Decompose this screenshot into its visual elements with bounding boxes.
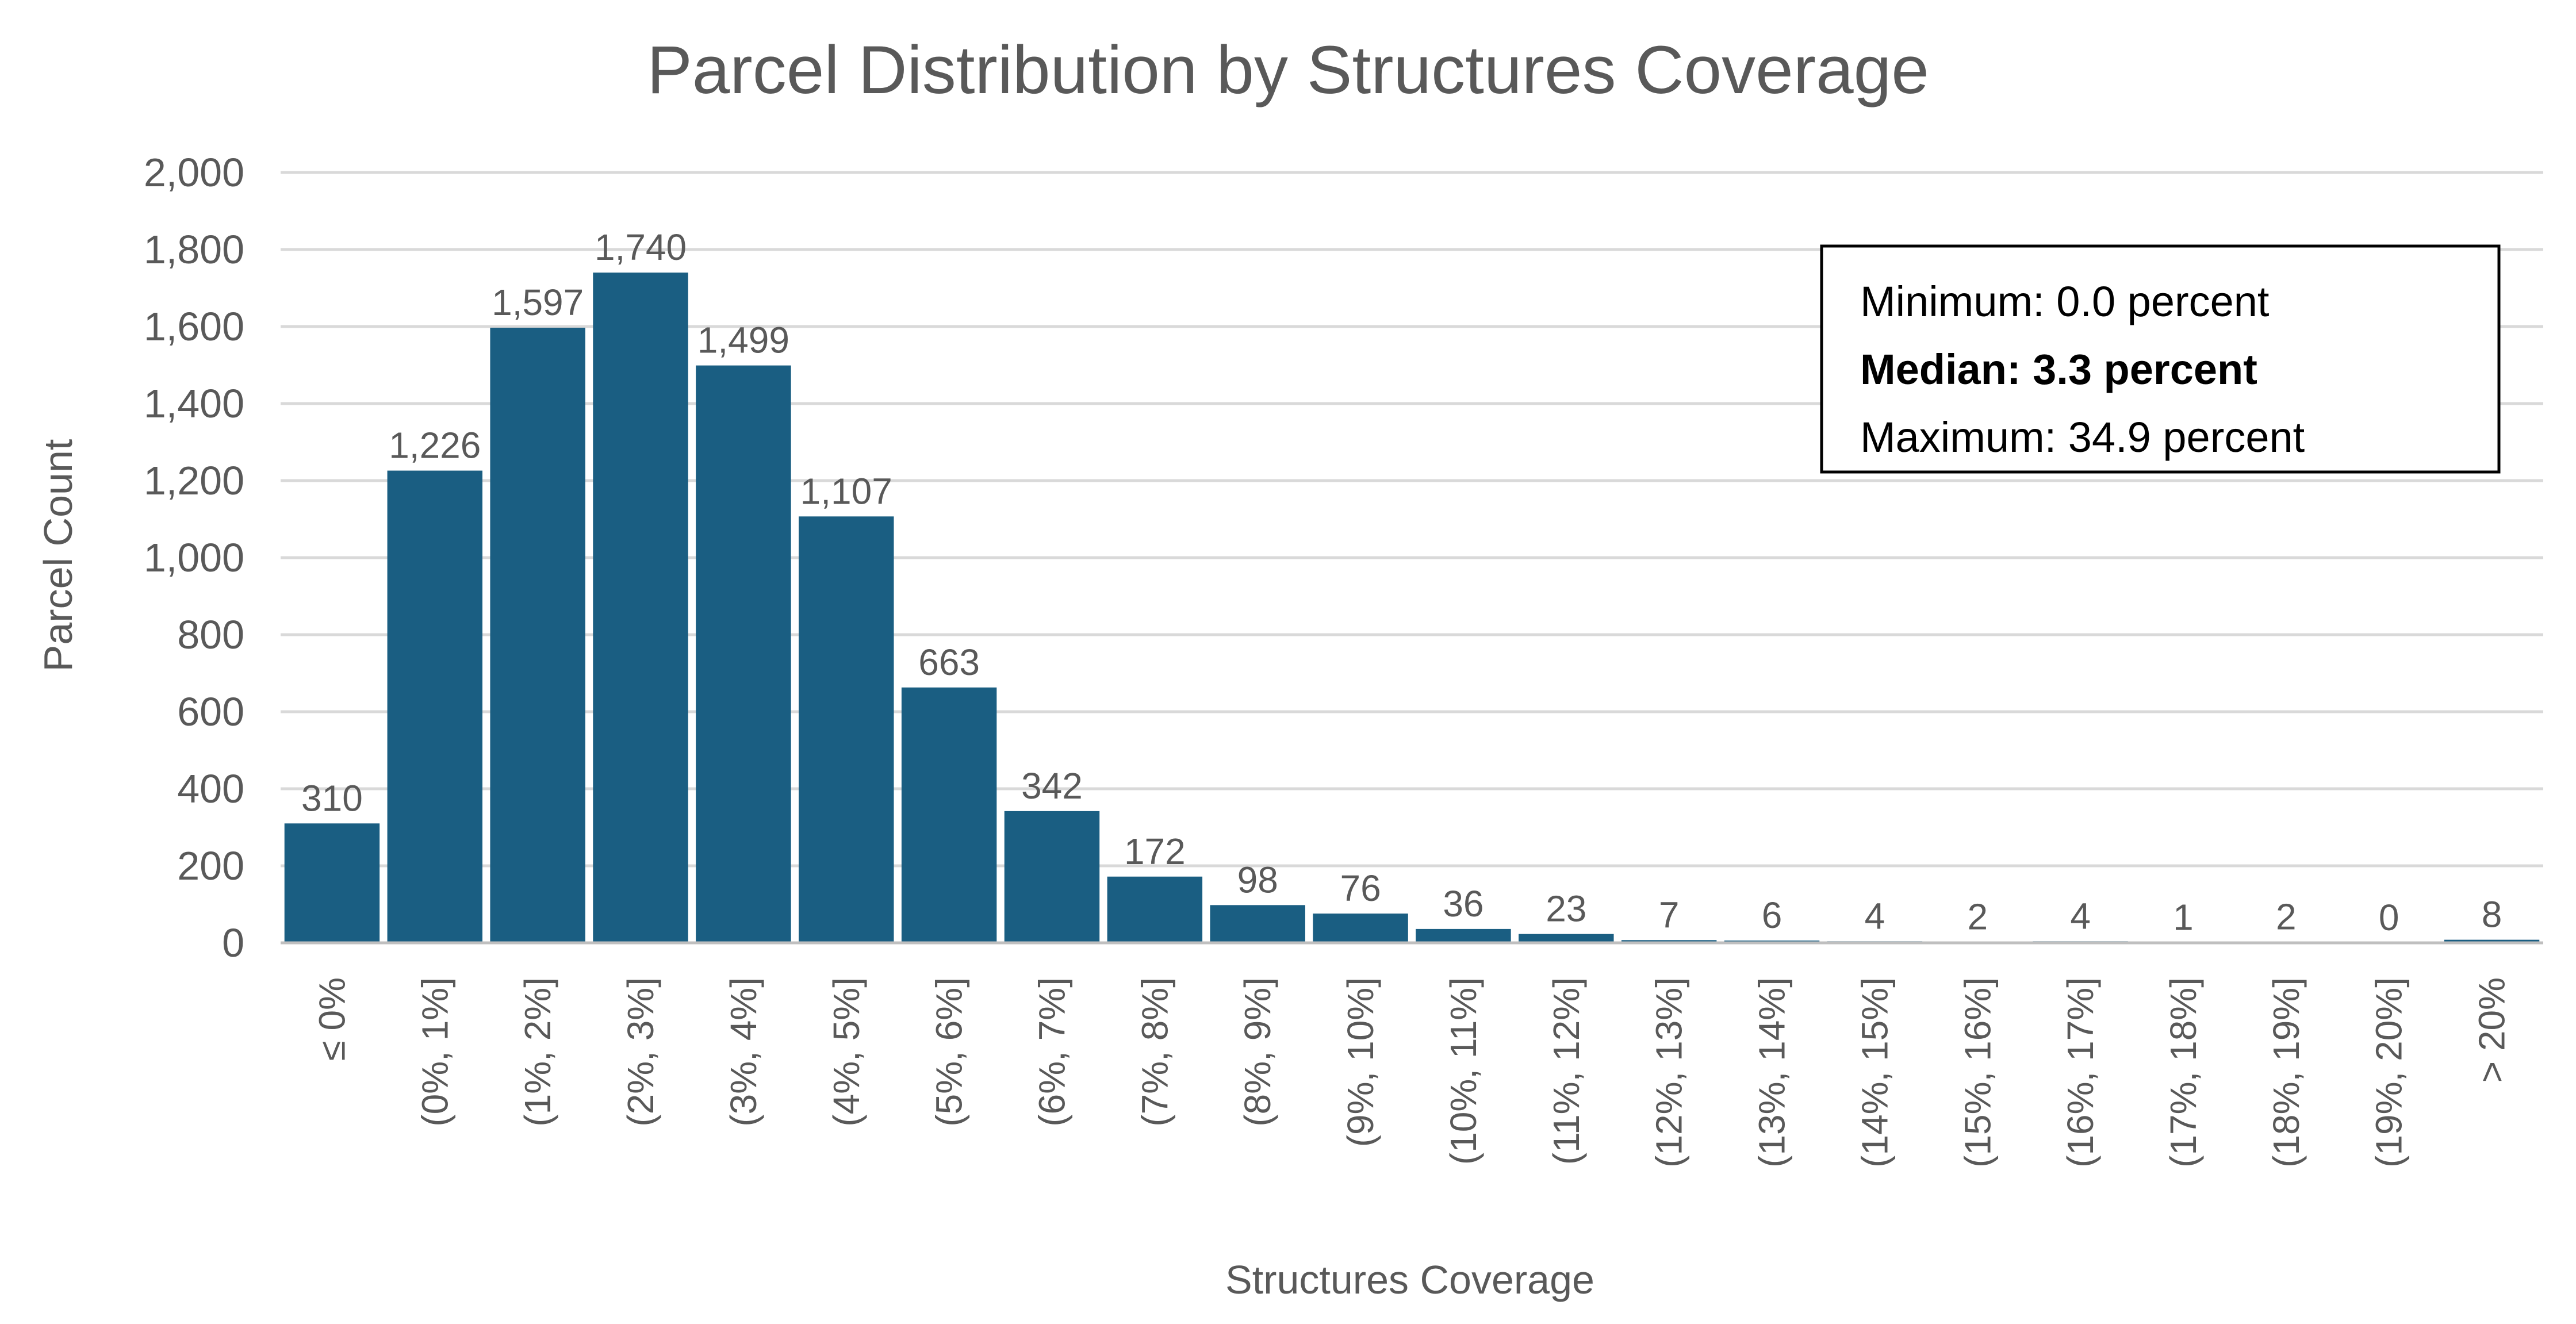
x-tick-label: (14%, 15%]: [1854, 977, 1895, 1168]
data-label: 2: [2276, 896, 2297, 938]
x-tick-label: > 20%: [2471, 977, 2513, 1083]
y-axis-title: Parcel Count: [36, 439, 80, 672]
data-label: 1,499: [697, 320, 789, 361]
y-tick-label: 1,400: [144, 381, 244, 426]
x-tick-label: (6%, 7%]: [1031, 977, 1072, 1127]
bar: [2444, 939, 2540, 943]
data-label: 342: [1021, 765, 1083, 807]
x-tick-label: (5%, 6%]: [929, 977, 970, 1127]
data-label: 4: [2070, 895, 2091, 937]
bar: [1313, 914, 1408, 943]
data-label: 1,226: [389, 425, 481, 466]
stats-median: Median: 3.3 percent: [1860, 346, 2257, 393]
data-label: 23: [1546, 888, 1586, 930]
x-tick-label: (15%, 16%]: [1957, 977, 1998, 1168]
stats-minimum: Minimum: 0.0 percent: [1860, 278, 2270, 325]
data-label: 98: [1237, 859, 1278, 900]
data-label: 8: [2482, 894, 2502, 935]
data-label: 1: [2173, 896, 2194, 938]
data-label: 36: [1443, 883, 1483, 924]
y-axis-ticks: 0 200 400 600 800 1,000 1,200 1,400 1,600 1,800 2,…: [144, 150, 244, 965]
data-label: 6: [1762, 895, 1782, 936]
data-label: 4: [1865, 895, 1885, 937]
bar: [1004, 811, 1100, 943]
y-tick-label: 1,600: [144, 304, 244, 349]
x-tick-label: (11%, 12%]: [1546, 977, 1587, 1165]
y-tick-label: 1,000: [144, 535, 244, 580]
y-tick-label: 200: [177, 843, 244, 888]
bar: [284, 823, 380, 943]
data-label: 2: [1967, 896, 1988, 938]
y-tick-label: 2,000: [144, 150, 244, 195]
x-tick-label: (10%, 11%]: [1443, 977, 1484, 1165]
bars: [284, 273, 2540, 943]
bar: [593, 273, 688, 943]
x-tick-label: (18%, 19%]: [2266, 977, 2307, 1168]
data-label: 310: [301, 777, 363, 819]
bar: [799, 516, 894, 943]
y-tick-label: 600: [177, 689, 244, 734]
stats-maximum: Maximum: 34.9 percent: [1860, 413, 2305, 461]
y-tick-label: 0: [222, 920, 244, 965]
x-tick-label: (17%, 18%]: [2163, 977, 2204, 1168]
bar: [1416, 928, 1511, 943]
bar: [1107, 876, 1203, 943]
data-label: 1,107: [800, 470, 892, 512]
x-tick-label: ≤ 0%: [311, 977, 352, 1061]
x-tick-label: (8%, 9%]: [1237, 977, 1278, 1127]
data-label: 172: [1124, 831, 1186, 872]
bar: [696, 365, 791, 943]
data-label: 1,597: [492, 282, 584, 323]
bar: [901, 687, 997, 943]
y-tick-label: 400: [177, 766, 244, 811]
y-tick-label: 1,800: [144, 227, 244, 272]
x-tick-label: (2%, 3%]: [620, 977, 661, 1127]
x-tick-label: (7%, 8%]: [1134, 977, 1175, 1127]
data-label: 663: [918, 642, 980, 683]
stats-box: Minimum: 0.0 percent Median: 3.3 percent…: [1820, 244, 2501, 474]
x-tick-label: (16%, 17%]: [2060, 977, 2101, 1168]
x-tick-label: (0%, 1%]: [414, 977, 455, 1127]
y-tick-label: 1,200: [144, 458, 244, 503]
data-label: 1,740: [595, 227, 687, 268]
x-axis-ticks: ≤ 0% (0%, 1%] (1%, 2%] (2%, 3%] (3%, 4%] (4%,…: [311, 977, 2512, 1168]
bar: [1210, 905, 1305, 943]
x-tick-label: (4%, 5%]: [826, 977, 867, 1127]
bar: [1519, 934, 1614, 943]
y-tick-label: 800: [177, 612, 244, 657]
stats-box-border: [1820, 244, 2501, 474]
x-tick-label: (12%, 13%]: [1649, 977, 1690, 1168]
data-label: 0: [2379, 897, 2399, 938]
bar: [490, 328, 585, 943]
x-tick-label: (19%, 20%]: [2368, 977, 2410, 1168]
x-tick-label: (9%, 10%]: [1340, 977, 1381, 1147]
chart-title: Parcel Distribution by Structures Covera…: [647, 32, 1929, 108]
data-label: 7: [1659, 894, 1680, 935]
bar: [387, 470, 483, 943]
x-tick-label: (1%, 2%]: [517, 977, 558, 1127]
x-tick-label: (3%, 4%]: [723, 977, 764, 1127]
data-label: 76: [1340, 868, 1381, 909]
x-axis-title: Structures Coverage: [1225, 1257, 1594, 1302]
x-tick-label: (13%, 14%]: [1751, 977, 1793, 1168]
